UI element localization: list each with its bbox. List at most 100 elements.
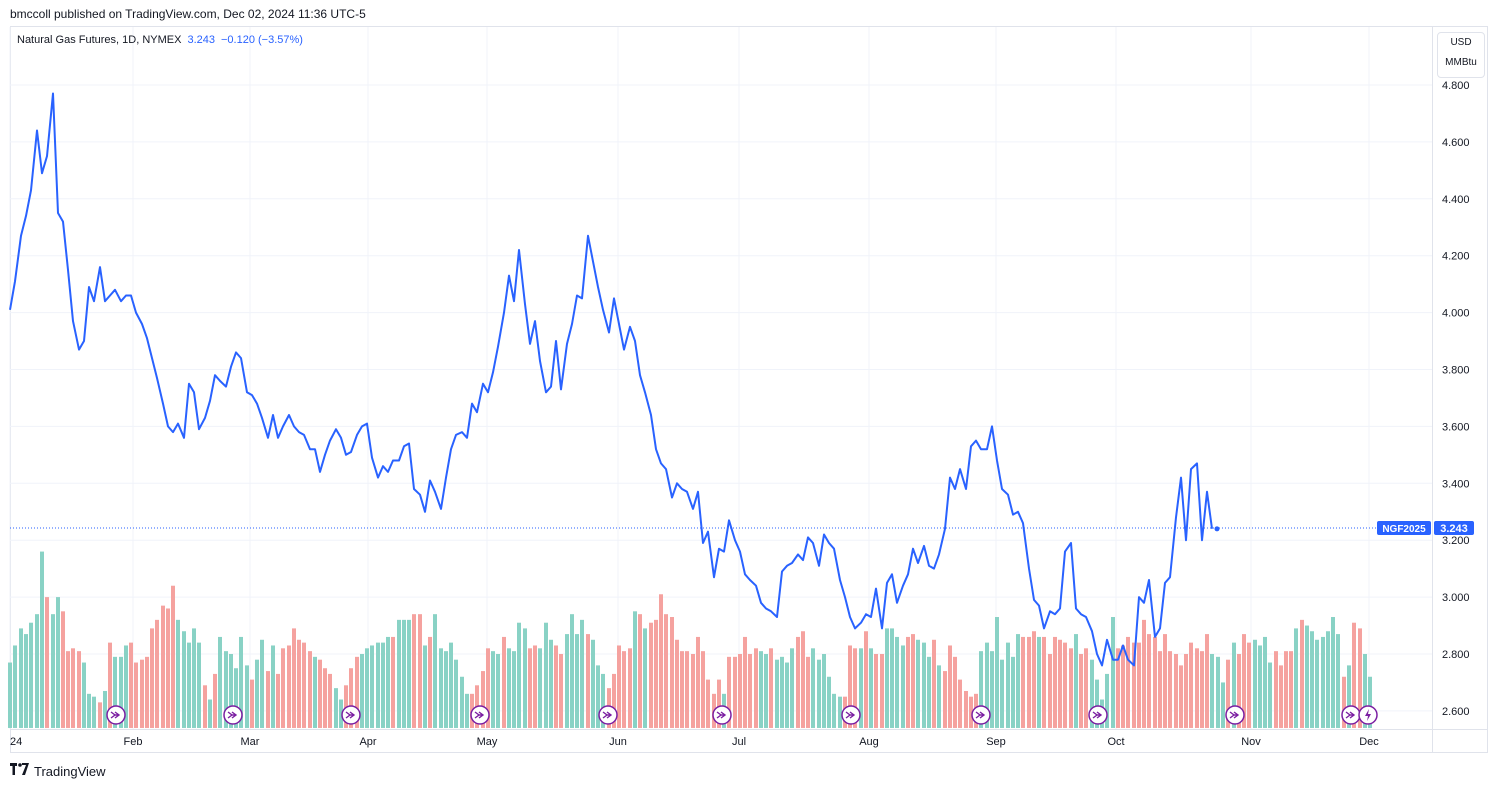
volume-bar — [119, 656, 123, 728]
volume-bar — [213, 673, 217, 728]
volume-bar — [675, 639, 679, 728]
currency-label: USD — [1450, 37, 1472, 48]
volume-bar — [1168, 651, 1172, 728]
volume-bar — [1184, 654, 1188, 728]
volume-bar — [444, 651, 448, 728]
volume-bar — [1242, 634, 1246, 728]
volume-bar — [1153, 636, 1157, 728]
volume-bar — [901, 645, 905, 728]
volume-bar — [1289, 651, 1293, 728]
dividend-arrow-icon[interactable] — [712, 705, 732, 725]
series-name-tag: NGF2025 — [1382, 524, 1426, 535]
y-tick-label: 4.600 — [1442, 137, 1470, 149]
volume-bar — [92, 696, 96, 728]
volume-bar — [1016, 634, 1020, 728]
volume-bar — [775, 659, 779, 728]
volume-bar — [1315, 639, 1319, 728]
dividend-arrow-icon[interactable] — [971, 705, 991, 725]
volume-bar — [927, 656, 931, 728]
volume-bar — [502, 636, 506, 728]
volume-bar — [906, 636, 910, 728]
currency-unit-selector[interactable]: USD MMBtu — [1437, 32, 1485, 78]
dividend-arrow-icon[interactable] — [1088, 705, 1108, 725]
marker-arrow — [1345, 711, 1356, 719]
volume-bar — [1216, 656, 1220, 728]
volume-bar — [166, 608, 170, 728]
volume-bar — [706, 679, 710, 728]
marker-arrow — [1092, 711, 1103, 719]
volume-bar — [1142, 619, 1146, 728]
dividend-arrow-icon[interactable] — [841, 705, 861, 725]
volume-bar — [1163, 634, 1167, 728]
brand-name: TradingView — [34, 763, 106, 779]
volume-bar — [748, 654, 752, 728]
volume-bar — [496, 654, 500, 728]
volume-bar — [890, 628, 894, 728]
volume-bar — [1116, 648, 1120, 728]
volume-bar — [533, 645, 537, 728]
dividend-arrow-icon[interactable] — [341, 705, 361, 725]
dividend-arrow-icon[interactable] — [1225, 705, 1245, 725]
y-tick-label: 2.800 — [1442, 649, 1470, 661]
volume-bar — [349, 668, 353, 728]
publisher-credit: bmccoll published on TradingView.com, De… — [10, 7, 366, 21]
volume-bar — [98, 702, 102, 728]
volume-bar — [985, 642, 989, 728]
volume-bar — [596, 665, 600, 728]
volume-bar — [313, 656, 317, 728]
volume-bar — [659, 594, 663, 728]
volume-bar — [643, 628, 647, 728]
x-tick-label: Apr — [359, 736, 376, 748]
tv-logo-icon — [10, 763, 30, 779]
volume-bar — [911, 634, 915, 728]
volume-bar — [580, 619, 584, 728]
y-tick-label: 4.000 — [1442, 308, 1470, 320]
dividend-arrow-icon[interactable] — [1341, 705, 1361, 725]
volume-bar — [638, 614, 642, 728]
volume-bar — [754, 648, 758, 728]
volume-bar — [759, 651, 763, 728]
volume-bar — [617, 645, 621, 728]
x-tick-label: Aug — [859, 736, 879, 748]
footer-brand[interactable]: TradingView — [10, 763, 106, 779]
last-price: 3.243 — [187, 34, 215, 46]
x-axis: 24 Feb Mar Apr May Jun Jul Aug Sep Oct Nov Dec — [10, 729, 1488, 748]
dividend-arrow-icon[interactable] — [223, 705, 243, 725]
volume-bar — [1237, 654, 1241, 728]
volume-bar — [1158, 651, 1162, 728]
y-tick-label: 3.200 — [1442, 535, 1470, 547]
dividend-arrow-icon[interactable] — [470, 705, 490, 725]
volume-bar — [1358, 628, 1362, 728]
volume-bar — [517, 622, 521, 728]
marker-arrow — [345, 711, 356, 719]
flash-icon[interactable] — [1358, 705, 1378, 725]
volume-bar — [113, 656, 117, 728]
volume-bar — [1053, 636, 1057, 728]
volume-bar — [8, 662, 12, 728]
volume-bar — [318, 659, 322, 728]
volume-bar — [381, 642, 385, 728]
price-tag: 3.243 — [1440, 523, 1468, 535]
volume-bar — [260, 639, 264, 728]
volume-bar — [1105, 673, 1109, 728]
dividend-arrow-icon[interactable] — [598, 705, 618, 725]
marker-arrow — [474, 711, 485, 719]
volume-bar — [1310, 631, 1314, 728]
volume-bar — [990, 651, 994, 728]
volume-bar — [827, 676, 831, 728]
volume-bar — [292, 628, 296, 728]
volume-bar — [77, 651, 81, 728]
price-tag-bg — [1434, 520, 1474, 535]
dividend-arrow-icon[interactable] — [106, 705, 126, 725]
volume-bar — [386, 636, 390, 728]
volume-bar — [806, 656, 810, 728]
symbol-label[interactable]: Natural Gas Futures, 1D, NYMEX — [17, 34, 182, 46]
volume-bar — [1336, 634, 1340, 728]
volume-bar — [859, 648, 863, 728]
unit-label: MMBtu — [1445, 57, 1477, 68]
volume-bar — [591, 639, 595, 728]
volume-bar — [108, 642, 112, 728]
volume-bar — [1111, 617, 1115, 728]
volume-bar — [66, 651, 70, 728]
